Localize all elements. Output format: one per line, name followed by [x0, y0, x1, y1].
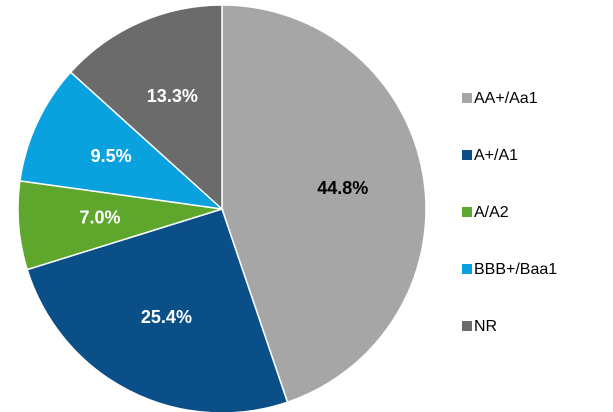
- legend-swatch: [462, 207, 472, 217]
- legend-label: NR: [474, 318, 497, 335]
- value-label: 25.4%: [141, 307, 192, 327]
- legend-swatch: [462, 150, 472, 160]
- legend-label: A/A2: [474, 204, 509, 221]
- value-label: 13.3%: [147, 86, 198, 106]
- pie-slice: [69, 4, 223, 211]
- value-label: 44.8%: [317, 178, 368, 198]
- legend-label: AA+/Aa1: [474, 90, 538, 107]
- pie-slice: [26, 208, 289, 412]
- legend-swatch: [462, 264, 472, 274]
- legend-swatch: [462, 93, 472, 103]
- legend-swatch: [462, 321, 472, 331]
- value-label: 9.5%: [91, 146, 132, 166]
- pie-slice: [19, 71, 225, 211]
- value-label: 7.0%: [79, 208, 120, 228]
- legend-label: A+/A1: [474, 147, 518, 164]
- legend-label: BBB+/Baa1: [474, 261, 557, 278]
- pie-slice: [221, 4, 427, 404]
